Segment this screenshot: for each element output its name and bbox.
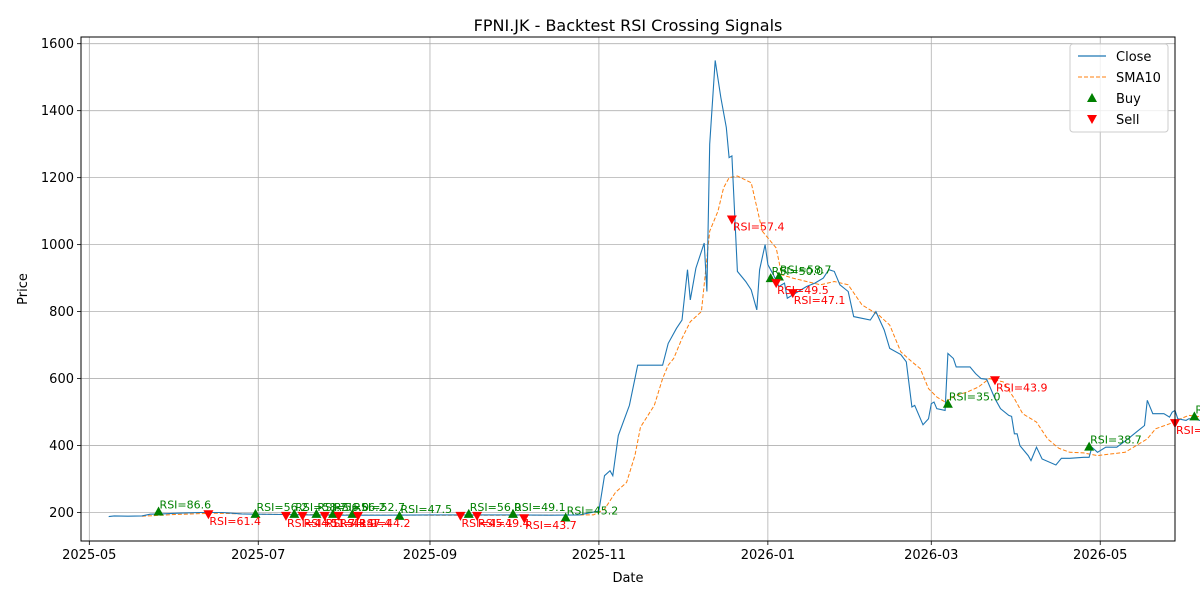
legend-buy-marker-icon: [1087, 93, 1097, 102]
sell-annotation: RSI=44.2: [359, 517, 411, 530]
buy-marker: [1189, 411, 1200, 421]
legend-buy-label: Buy: [1116, 92, 1141, 107]
buy-marker: [508, 508, 519, 518]
sma10-line: [141, 175, 1200, 517]
close-line: [108, 60, 1200, 518]
sell-annotation: RSI=51.5: [1176, 424, 1200, 437]
y-tick-label: 1200: [41, 171, 74, 186]
buy-annotation: RSI=52.7: [353, 501, 405, 514]
sell-marker: [519, 514, 530, 524]
buy-marker: [153, 506, 164, 516]
x-tick-label: 2026-05: [1073, 548, 1127, 563]
buy-marker: [250, 508, 261, 518]
buy-annotation: RSI=86.6: [160, 499, 212, 512]
legend-sma-label: SMA10: [1116, 71, 1161, 86]
buy-annotation: RSI=47.5: [401, 503, 453, 516]
sell-annotation: RSI=57.4: [733, 221, 785, 234]
sell-annotation: RSI=49.4: [478, 517, 530, 530]
sell-annotation: RSI=51.7: [304, 517, 356, 530]
buy-annotation: RSI=45.2: [567, 505, 619, 518]
x-tick-label: 2026-01: [741, 548, 795, 563]
buy-annotation: RSI=56.2: [334, 501, 386, 514]
grid: [81, 37, 1175, 541]
sell-annotation: RSI=43.7: [525, 519, 577, 532]
buy-annotation: RSI=56.0: [317, 501, 369, 514]
x-axis-label: Date: [612, 571, 643, 586]
sell-marker: [472, 511, 483, 521]
buy-marker: [394, 510, 405, 520]
y-tick-label: 400: [49, 439, 74, 454]
x-tick-label: 2025-07: [231, 548, 285, 563]
y-axis-label: Price: [16, 273, 31, 305]
sell-marker: [333, 511, 344, 521]
y-tick-label: 1600: [41, 37, 74, 52]
x-tick-label: 2025-09: [403, 548, 457, 563]
sell-annotation: RSI=47.1: [794, 294, 846, 307]
sma-series: [141, 175, 1200, 517]
sell-marker: [352, 511, 363, 521]
sell-annotation: RSI=47.4: [340, 517, 392, 530]
buy-marker: [328, 508, 339, 518]
axis-ticks: 2025-05 2025-07 2025-09 2025-11 2026-01 2026-…: [41, 37, 1127, 563]
buy-marker: [560, 512, 571, 522]
buy-marker: [942, 398, 953, 408]
buy-marker: [347, 508, 358, 518]
sell-marker: [203, 510, 214, 520]
legend-sell-marker-icon: [1087, 115, 1097, 124]
sell-annotation: RSI=43.9: [996, 381, 1048, 394]
legend-box: [1069, 43, 1169, 133]
y-tick-label: 600: [49, 372, 74, 387]
sell-annotation: RSI=49.5: [777, 284, 829, 297]
buy-annotation: RSI=35.0: [949, 391, 1001, 404]
legend-close-label: Close: [1116, 50, 1151, 65]
buy-marker: [289, 508, 300, 518]
sell-annotation: RSI=61.4: [209, 515, 261, 528]
sell-marker: [989, 376, 1000, 386]
buy-annotation: RSI=50.0: [772, 265, 824, 278]
buy-marker: [463, 508, 474, 518]
legend-sell-label: Sell: [1116, 113, 1139, 128]
sell-marker: [297, 511, 308, 521]
sell-marker: [319, 511, 330, 521]
sell-marker: [280, 511, 291, 521]
buy-annotation: RSI=56.0: [470, 501, 522, 514]
close-series: [108, 60, 1200, 518]
buy-annotation: RSI=49.1: [514, 501, 566, 514]
x-tick-label: 2026-03: [904, 548, 958, 563]
sell-annotation: RSI=44.1: [287, 517, 339, 530]
y-tick-label: 800: [49, 305, 74, 320]
y-tick-label: 200: [49, 506, 74, 521]
buy-marker: [773, 271, 784, 281]
sell-marker: [455, 511, 466, 521]
sell-marker: [726, 215, 737, 225]
sell-annotation: RSI=45.1: [461, 517, 513, 530]
signals: RSI=86.6 RSI=56.2RSI=58.7RSI=56.0RSI=56.2…: [153, 215, 1200, 532]
buy-annotation: RSI=38.7: [1090, 434, 1142, 447]
x-tick-label: 2025-11: [572, 548, 626, 563]
sell-marker: [787, 289, 798, 299]
legend: Close SMA10 Buy Sell: [1069, 43, 1169, 133]
y-tick-label: 1400: [41, 104, 74, 119]
buy-marker: [1084, 441, 1095, 451]
sell-marker: [771, 279, 782, 289]
plot-frame: [80, 36, 1176, 542]
y-tick-label: 1000: [41, 238, 74, 253]
buy-annotation: RSI=54.4: [1195, 403, 1200, 416]
x-tick-label: 2025-05: [62, 548, 116, 563]
chart-title: FPNI.JK - Backtest RSI Crossing Signals: [474, 16, 783, 35]
buy-marker: [311, 508, 322, 518]
buy-annotation: RSI=58.7: [780, 263, 832, 276]
